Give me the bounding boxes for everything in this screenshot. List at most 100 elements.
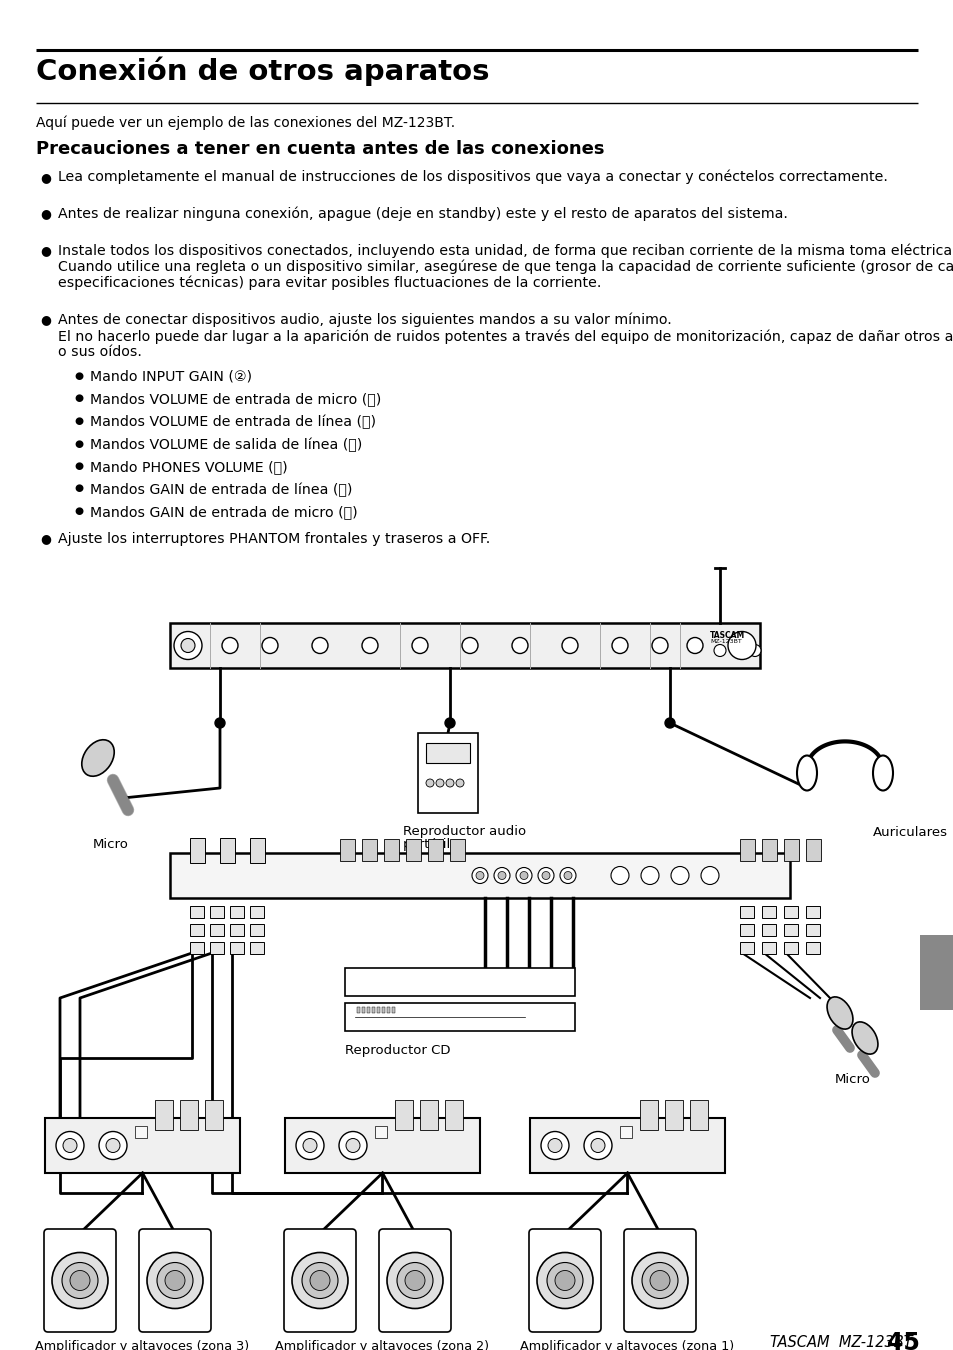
Bar bbox=[387, 1007, 390, 1012]
Circle shape bbox=[546, 1262, 582, 1299]
Bar bbox=[250, 838, 265, 863]
Text: Instale todos los dispositivos conectados, incluyendo esta unidad, de forma que : Instale todos los dispositivos conectado… bbox=[58, 243, 953, 258]
Circle shape bbox=[610, 867, 628, 884]
Circle shape bbox=[165, 1270, 185, 1291]
Circle shape bbox=[640, 867, 659, 884]
Circle shape bbox=[456, 779, 463, 787]
Bar bbox=[372, 1007, 375, 1012]
Circle shape bbox=[497, 872, 505, 879]
Text: Mandos VOLUME de entrada de micro (⑫): Mandos VOLUME de entrada de micro (⑫) bbox=[90, 393, 381, 406]
Bar bbox=[761, 838, 776, 861]
Bar bbox=[345, 1003, 575, 1031]
Text: Mandos GAIN de entrada de micro (㉝): Mandos GAIN de entrada de micro (㉝) bbox=[90, 505, 357, 518]
Bar bbox=[419, 1100, 437, 1130]
Circle shape bbox=[52, 1253, 108, 1308]
Circle shape bbox=[56, 1131, 84, 1160]
Circle shape bbox=[444, 718, 455, 728]
Circle shape bbox=[537, 868, 554, 883]
Circle shape bbox=[583, 1131, 612, 1160]
Bar bbox=[444, 1100, 462, 1130]
Text: ●: ● bbox=[40, 208, 51, 220]
Text: Precauciones a tener en cuenta antes de las conexiones: Precauciones a tener en cuenta antes de … bbox=[36, 140, 604, 158]
Text: ●: ● bbox=[74, 506, 83, 516]
Text: ●: ● bbox=[74, 393, 83, 404]
Circle shape bbox=[516, 868, 532, 883]
Text: Ajuste los interruptores PHANTOM frontales y traseros a OFF.: Ajuste los interruptores PHANTOM frontal… bbox=[58, 532, 490, 545]
Circle shape bbox=[63, 1138, 77, 1153]
Circle shape bbox=[387, 1253, 442, 1308]
Bar bbox=[250, 906, 264, 918]
Circle shape bbox=[106, 1138, 120, 1153]
FancyBboxPatch shape bbox=[623, 1228, 696, 1332]
Circle shape bbox=[147, 1253, 203, 1308]
Ellipse shape bbox=[826, 996, 852, 1029]
Bar bbox=[805, 906, 820, 918]
Text: ●: ● bbox=[74, 439, 83, 448]
Circle shape bbox=[649, 1270, 669, 1291]
Text: ●: ● bbox=[74, 483, 83, 494]
Bar bbox=[450, 838, 464, 861]
Circle shape bbox=[214, 718, 225, 728]
Circle shape bbox=[664, 718, 675, 728]
Bar bbox=[392, 1007, 395, 1012]
Bar bbox=[395, 1100, 413, 1130]
Circle shape bbox=[727, 632, 755, 660]
FancyBboxPatch shape bbox=[139, 1228, 211, 1332]
Circle shape bbox=[361, 637, 377, 653]
Bar bbox=[761, 906, 775, 918]
Bar bbox=[361, 838, 376, 861]
Bar bbox=[740, 838, 754, 861]
Circle shape bbox=[651, 637, 667, 653]
Text: Reproductor CD: Reproductor CD bbox=[345, 1044, 450, 1057]
Circle shape bbox=[262, 637, 277, 653]
Circle shape bbox=[222, 637, 237, 653]
Text: ●: ● bbox=[40, 244, 51, 256]
Text: Amplificador y altavoces (zona 1): Amplificador y altavoces (zona 1) bbox=[520, 1341, 734, 1350]
Bar bbox=[805, 942, 820, 954]
Bar bbox=[689, 1100, 707, 1130]
Text: Micro: Micro bbox=[834, 1073, 870, 1085]
Circle shape bbox=[173, 632, 202, 660]
Bar bbox=[345, 968, 575, 996]
Text: Antes de conectar dispositivos audio, ajuste los siguientes mandos a su valor mí: Antes de conectar dispositivos audio, aj… bbox=[58, 312, 671, 327]
Circle shape bbox=[563, 872, 572, 879]
Circle shape bbox=[436, 779, 443, 787]
Text: especificaciones técnicas) para evitar posibles fluctuaciones de la corriente.: especificaciones técnicas) para evitar p… bbox=[58, 275, 600, 290]
Bar bbox=[210, 906, 224, 918]
Circle shape bbox=[303, 1138, 316, 1153]
Bar bbox=[45, 1118, 240, 1173]
Text: Mandos VOLUME de salida de línea (⑳): Mandos VOLUME de salida de línea (⑳) bbox=[90, 437, 362, 452]
Bar bbox=[375, 1126, 387, 1138]
Text: MZ-123BT: MZ-123BT bbox=[709, 639, 741, 644]
Circle shape bbox=[181, 639, 194, 652]
Circle shape bbox=[561, 637, 578, 653]
Bar bbox=[740, 906, 753, 918]
Circle shape bbox=[686, 637, 702, 653]
Circle shape bbox=[295, 1131, 324, 1160]
Circle shape bbox=[519, 872, 527, 879]
Circle shape bbox=[537, 1253, 593, 1308]
Circle shape bbox=[733, 644, 745, 656]
Circle shape bbox=[540, 1131, 568, 1160]
Text: portátil: portátil bbox=[402, 838, 451, 850]
Text: Mando PHONES VOLUME (㉒): Mando PHONES VOLUME (㉒) bbox=[90, 460, 287, 474]
Bar bbox=[619, 1126, 631, 1138]
Text: Amplificador y altavoces (zona 3): Amplificador y altavoces (zona 3) bbox=[35, 1341, 250, 1350]
Bar bbox=[190, 942, 204, 954]
FancyBboxPatch shape bbox=[284, 1228, 355, 1332]
Text: TASCAM: TASCAM bbox=[709, 630, 744, 640]
Bar bbox=[740, 923, 753, 936]
Bar bbox=[154, 1100, 172, 1130]
Bar bbox=[285, 1118, 479, 1173]
FancyBboxPatch shape bbox=[378, 1228, 451, 1332]
Text: ●: ● bbox=[74, 460, 83, 471]
Bar bbox=[740, 942, 753, 954]
Circle shape bbox=[547, 1138, 561, 1153]
Bar bbox=[783, 906, 797, 918]
Text: Mandos GAIN de entrada de línea (㉘): Mandos GAIN de entrada de línea (㉘) bbox=[90, 482, 352, 497]
Bar bbox=[761, 942, 775, 954]
Bar bbox=[761, 923, 775, 936]
Circle shape bbox=[641, 1262, 678, 1299]
Text: Mandos VOLUME de entrada de línea (⑮): Mandos VOLUME de entrada de línea (⑮) bbox=[90, 414, 375, 429]
Circle shape bbox=[405, 1270, 424, 1291]
